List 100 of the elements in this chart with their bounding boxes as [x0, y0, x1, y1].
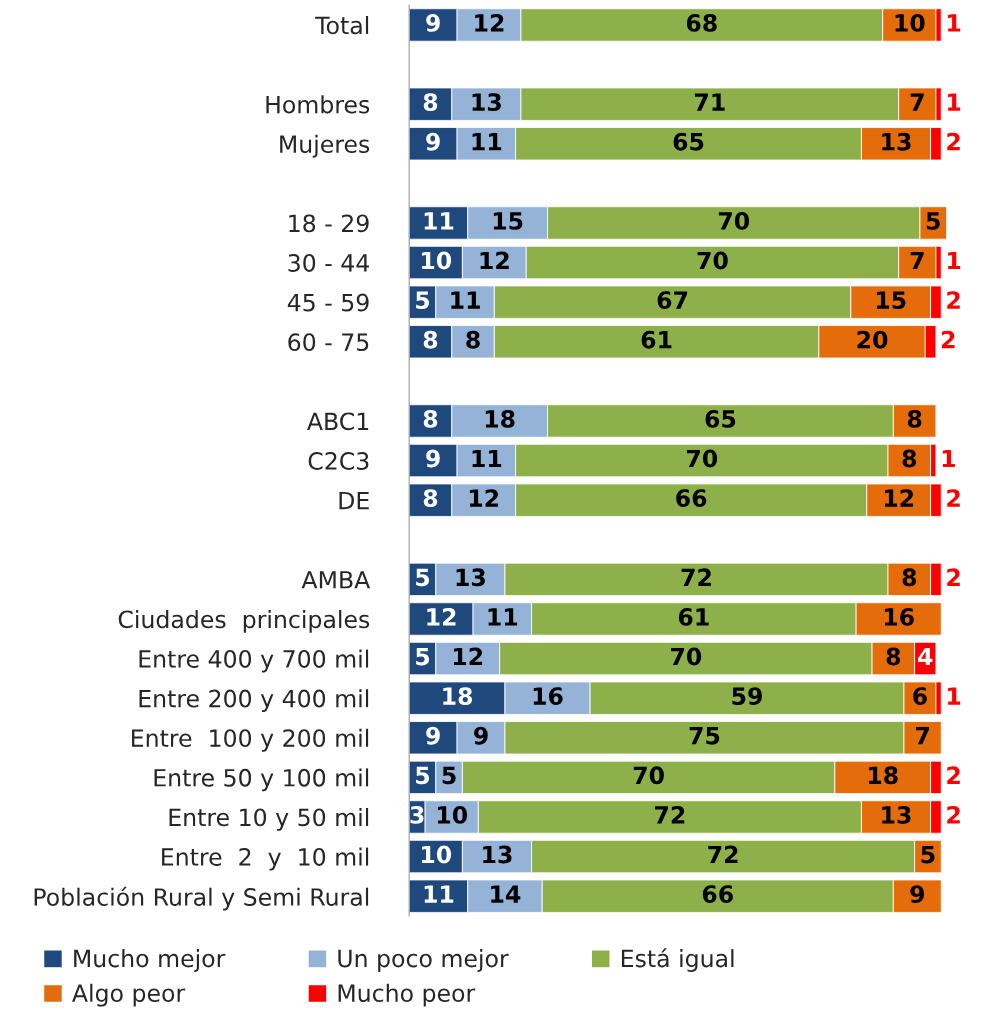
- data-label: 9: [426, 449, 440, 468]
- data-label: 8: [466, 330, 480, 349]
- y-tick-label: ABC1: [307, 412, 369, 431]
- data-label: 12: [427, 607, 456, 626]
- data-label: 12: [469, 489, 499, 507]
- data-label: 13: [456, 568, 485, 587]
- data-label: 3: [410, 805, 424, 824]
- data-label: 13: [882, 805, 911, 824]
- data-label: 10: [422, 251, 452, 270]
- data-label: 65: [673, 132, 704, 151]
- data-label: 7: [910, 251, 924, 270]
- data-label: 11: [451, 291, 480, 309]
- data-label: 68: [686, 13, 717, 32]
- data-label: 72: [708, 845, 738, 864]
- data-label: 65: [705, 409, 736, 428]
- y-tick-label: 18 - 29: [289, 214, 369, 233]
- data-label: 15: [493, 212, 523, 230]
- data-label: 9: [474, 726, 488, 745]
- y-tick-label: Entre 100 y 200 mil: [132, 728, 369, 752]
- y-tick-label: Ciudades principales: [118, 610, 370, 633]
- data-label: 70: [718, 211, 750, 230]
- data-label: 9: [426, 726, 440, 745]
- data-label: 5: [442, 766, 456, 785]
- y-tick-label: 30 - 44: [288, 254, 369, 272]
- data-label: 2: [947, 568, 960, 586]
- data-label: 71: [694, 93, 725, 111]
- data-label: 2: [947, 291, 960, 309]
- data-label: 1: [942, 449, 955, 468]
- data-label: 1: [948, 251, 961, 270]
- data-label: 11: [424, 885, 454, 903]
- data-label: 13: [472, 93, 501, 112]
- legend-label: Está igual: [621, 948, 734, 972]
- data-label: 11: [472, 133, 502, 151]
- data-label: 10: [895, 13, 925, 32]
- data-label: 8: [907, 409, 922, 428]
- data-label: 8: [423, 93, 438, 112]
- data-label: 5: [416, 647, 430, 666]
- data-label: 7: [915, 727, 929, 745]
- y-tick-label: Mujeres: [280, 134, 370, 158]
- data-label: 12: [453, 647, 483, 666]
- data-label: 8: [886, 647, 901, 666]
- data-label: 16: [884, 607, 914, 626]
- data-label: 12: [884, 489, 914, 507]
- data-label: 15: [876, 291, 906, 310]
- data-label: 8: [423, 409, 438, 428]
- y-tick-label: Entre 2 y 10 mil: [162, 847, 369, 871]
- data-label: 5: [921, 845, 935, 864]
- data-label: 5: [416, 568, 430, 587]
- data-label: 1: [948, 14, 961, 32]
- data-label: 18: [443, 687, 473, 706]
- y-tick-label: Hombres: [266, 95, 370, 114]
- data-label: 61: [641, 330, 672, 349]
- data-label: 12: [475, 13, 504, 32]
- legend-label: Mucho peor: [338, 983, 476, 1007]
- data-label: 5: [416, 291, 430, 310]
- y-tick-label: 45 - 59: [287, 293, 369, 312]
- data-label: 2: [947, 766, 960, 784]
- data-label: 9: [910, 885, 924, 904]
- data-label: 2: [947, 805, 960, 824]
- data-label: 66: [676, 489, 707, 508]
- y-tick-label: Total: [315, 16, 369, 35]
- data-label: 5: [926, 212, 940, 230]
- data-label: 67: [657, 291, 688, 310]
- y-tick-label: C2C3: [308, 452, 369, 470]
- data-label: 9: [426, 13, 440, 32]
- y-tick-label: 60 - 75: [288, 333, 369, 352]
- data-label: 61: [678, 607, 709, 626]
- data-label: 7: [910, 93, 924, 111]
- data-label: 12: [480, 251, 509, 270]
- data-label: 8: [902, 449, 917, 468]
- y-tick-label: DE: [339, 491, 369, 510]
- data-label: 1: [948, 687, 961, 705]
- data-label: 18: [485, 409, 515, 428]
- data-label: 10: [437, 805, 468, 824]
- data-label: 70: [697, 251, 728, 270]
- data-label: 66: [702, 885, 733, 904]
- data-label: 1: [948, 93, 961, 111]
- data-label: 5: [416, 766, 430, 785]
- data-label: 70: [633, 766, 664, 785]
- y-tick-label: Entre 50 y 100 mil: [154, 768, 369, 792]
- data-label: 70: [671, 647, 702, 666]
- data-label: 9: [426, 132, 440, 151]
- data-label: 70: [686, 449, 718, 468]
- data-label: 2: [947, 489, 960, 507]
- data-label: 11: [424, 212, 454, 230]
- data-label: 20: [857, 330, 888, 349]
- data-label: 8: [423, 489, 438, 508]
- data-label: 8: [902, 568, 917, 587]
- y-tick-label: Entre 200 y 400 mil: [139, 689, 369, 713]
- data-label: 18: [868, 766, 898, 785]
- legend-label: Algo peor: [72, 983, 186, 1007]
- data-label: 10: [422, 845, 452, 864]
- data-label: 2: [947, 132, 960, 151]
- y-tick-label: AMBA: [301, 571, 371, 589]
- data-label: 13: [483, 845, 512, 864]
- legend-label: Un poco mejor: [338, 949, 509, 972]
- y-tick-label: Entre 400 y 700 mil: [139, 649, 369, 673]
- data-label: 72: [681, 568, 711, 586]
- data-label: 2: [941, 330, 955, 349]
- data-label: 8: [423, 330, 438, 349]
